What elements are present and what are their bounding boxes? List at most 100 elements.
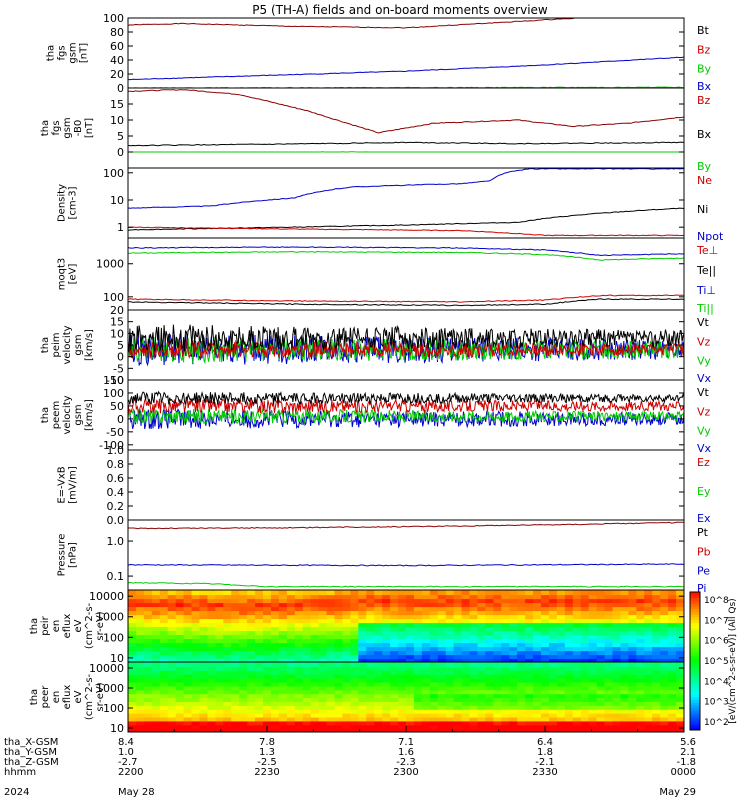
y-label: tha fgs gsm -B0 [nT] xyxy=(40,117,95,138)
plot-title: P5 (TH-A) fields and on-board moments ov… xyxy=(252,3,548,17)
y-tick-label: -5 xyxy=(113,362,124,375)
y-tick-label: 0 xyxy=(117,351,124,364)
year-label: 2024 xyxy=(4,787,29,798)
series-Pi xyxy=(128,581,684,588)
panel-p2: 100 10 1 Density [cm-3] Ne Ni Npot xyxy=(57,167,724,243)
legend: Vt Vz Vy Vx xyxy=(697,316,712,385)
y-label-line: tha xyxy=(46,45,57,61)
y-tick-label: 10 xyxy=(110,722,124,735)
series-group-p3 xyxy=(128,246,684,307)
y-tick-label: 10 xyxy=(110,652,124,665)
series-Bx xyxy=(128,141,684,147)
x-row-label: hhmm xyxy=(4,767,36,778)
y-label-line: peim xyxy=(51,332,62,357)
x-row-value: -1.8 xyxy=(676,757,696,768)
x-row-label: tha_Y-GSM xyxy=(4,747,57,758)
panel-p8: 10000 1000 100 10 tha peir en eflux eV (cm^2-s-sr… xyxy=(29,589,685,665)
x-row-value: -2.1 xyxy=(535,757,555,768)
y-tick-label: 100 xyxy=(103,12,124,25)
y-label-line: (cm^2-s- xyxy=(84,602,95,649)
colorbar-tick-label: 10^7 xyxy=(704,616,729,626)
y-label-line: eV xyxy=(73,690,84,703)
y-ticks: 1.00.80.60.40.20.0 xyxy=(107,444,684,527)
series-Ni xyxy=(128,207,684,231)
y-label-line: sr-eV) xyxy=(95,682,106,711)
x-row-value: 1.3 xyxy=(259,747,275,758)
y-tick-label: 80 xyxy=(110,26,124,39)
panel-p7: 1.0 0.1 Pressure [nPa] Pt Pb Pe Pi xyxy=(57,519,711,595)
series-Ne xyxy=(128,168,684,209)
y-tick-label: 1.0 xyxy=(107,535,125,548)
spectrogram-p9 xyxy=(128,662,684,732)
legend-item: Vx xyxy=(697,372,712,385)
colorbar-tick-label: 10^8 xyxy=(704,596,729,606)
y-tick-label: 15 xyxy=(110,98,124,111)
y-label: moqt3 [eV] xyxy=(57,258,79,291)
x-row-value: 0000 xyxy=(671,767,696,778)
y-ticks: 1000 100 xyxy=(96,258,684,304)
legend-item: Vz xyxy=(697,335,711,348)
y-label-line: en xyxy=(51,620,62,633)
legend-item: Ni xyxy=(697,203,708,216)
legend-item: Vz xyxy=(697,405,711,418)
y-label-line: tha xyxy=(40,407,51,423)
y-label-line: gsm xyxy=(62,117,73,138)
series-group-p0 xyxy=(128,18,684,88)
y-tick-label: 20 xyxy=(110,68,124,81)
time-axis: tha_X-GSM 8.4 7.8 7.1 6.4 5.6 tha_Y-GSM 1.0 1.3 1… xyxy=(4,726,696,798)
series-Ti|| xyxy=(128,250,684,261)
series-Vz xyxy=(128,340,684,360)
panel-p6: 1.00.80.60.40.20.0 E=-VxB [mV/m] Ez Ey Ex xyxy=(57,444,711,527)
series-group-p4 xyxy=(128,324,684,367)
y-tick-label: -10 xyxy=(106,374,124,387)
y-label-line: [km/s] xyxy=(84,329,95,361)
y-label-line: -B0 xyxy=(73,120,84,136)
colorbar-frame xyxy=(689,591,701,731)
colorbar-label: [eV/(cm^2-s-sr-eV)] (All Qs) xyxy=(728,598,738,723)
legend-item: By xyxy=(697,160,712,173)
y-ticks: 10000 1000 100 10 xyxy=(89,662,684,735)
y-tick-label: 100 xyxy=(103,291,124,304)
legend-item: By xyxy=(697,63,712,76)
legend-item: Ne xyxy=(697,174,712,187)
y-tick-label: -50 xyxy=(106,426,124,439)
x-row-value: 1.6 xyxy=(398,747,414,758)
legend-item: Bx xyxy=(697,128,712,141)
x-row-value: 2230 xyxy=(254,767,279,778)
y-label-line: tha xyxy=(29,618,40,634)
y-label-line: eV xyxy=(73,619,84,632)
legend-item: Pe xyxy=(697,565,710,578)
y-tick-label: 100 xyxy=(103,702,124,715)
y-ticks: 15 10 5 0 xyxy=(110,98,684,159)
legend-item: Vy xyxy=(697,355,711,368)
y-label-line: [nT] xyxy=(84,118,95,138)
start-date: May 28 xyxy=(118,787,155,798)
series-Bx xyxy=(128,56,684,81)
y-label-line: Density xyxy=(57,184,68,222)
x-row-value: 2200 xyxy=(118,767,143,778)
y-ticks: 10000 1000 100 10 xyxy=(89,590,684,665)
y-tick-label: 20 xyxy=(110,304,124,317)
x-row-value: 5.6 xyxy=(680,737,696,748)
x-row-label: tha_Z-GSM xyxy=(4,757,59,768)
y-tick-label: 1000 xyxy=(96,611,124,624)
y-tick-label: 10 xyxy=(110,327,124,340)
legend-item: Pb xyxy=(697,545,711,558)
y-label-line: Pressure xyxy=(57,534,68,577)
y-label-line: [km/s] xyxy=(84,399,95,431)
legend: Ez Ey Ex xyxy=(697,456,711,525)
series-Bz xyxy=(128,18,586,29)
legend-item: Ti⊥ xyxy=(696,284,716,297)
y-label-line: moqt3 xyxy=(57,258,68,291)
y-tick-label: 5 xyxy=(117,339,124,352)
legend: Bz Bx By xyxy=(697,94,712,173)
x-row-value: 7.8 xyxy=(259,737,275,748)
y-label-line: velocity xyxy=(62,395,73,434)
legend: Pt Pb Pe Pi xyxy=(697,526,711,595)
x-row-value: 1.8 xyxy=(537,747,553,758)
y-label-line: peer xyxy=(40,685,51,709)
y-label-line: gsm xyxy=(73,334,84,355)
